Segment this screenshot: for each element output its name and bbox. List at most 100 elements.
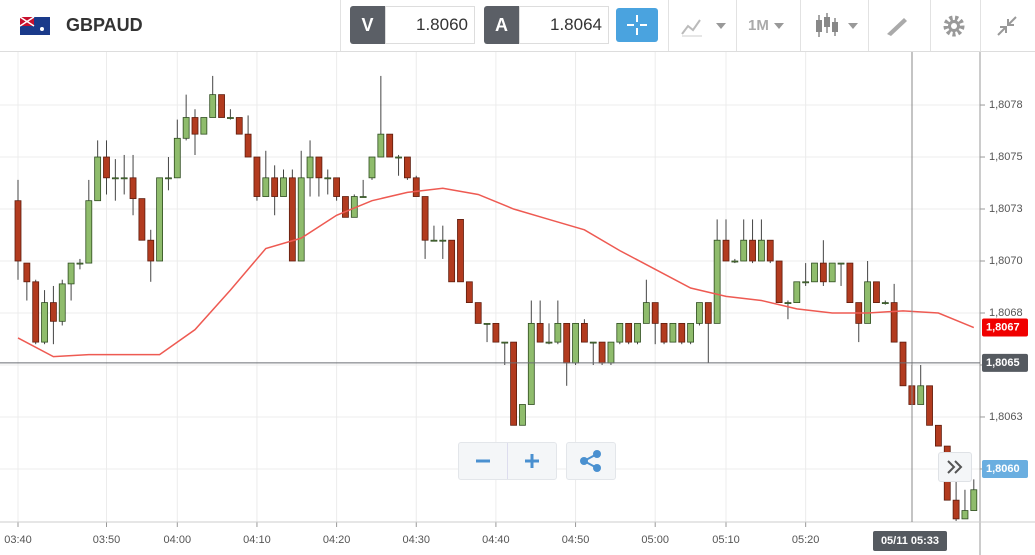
candle-body xyxy=(58,283,66,322)
candle-body xyxy=(23,262,31,283)
price-label: 1,8065 xyxy=(986,357,1020,369)
candle-body xyxy=(864,281,871,324)
candle-body xyxy=(173,137,181,179)
candle-body xyxy=(465,281,473,303)
draw-button[interactable] xyxy=(884,14,910,38)
y-tick-label: 1,8078 xyxy=(989,99,1023,111)
candle-body xyxy=(917,385,925,405)
crosshair-button[interactable] xyxy=(616,8,658,42)
candle-body xyxy=(14,200,22,262)
candle-body xyxy=(811,262,818,283)
candle-body xyxy=(766,239,774,262)
candle-body xyxy=(846,262,854,303)
candle-body xyxy=(85,200,93,264)
candle-body xyxy=(775,260,783,303)
candle-body xyxy=(226,117,234,119)
candle-body xyxy=(315,156,323,179)
candle-body xyxy=(244,133,252,158)
crosshair-badge xyxy=(873,531,947,551)
ask-price[interactable]: 1.8064 xyxy=(519,6,609,44)
candle-body xyxy=(430,239,438,242)
candle-body xyxy=(519,404,526,426)
candle-body xyxy=(837,262,845,265)
candle-body xyxy=(527,322,535,405)
candle-body xyxy=(881,302,889,304)
x-tick-label: 05:10 xyxy=(712,534,740,546)
candle-body xyxy=(297,177,305,262)
x-tick-label: 04:10 xyxy=(243,534,271,546)
candle-body xyxy=(970,489,978,511)
bid-price[interactable]: 1.8060 xyxy=(385,6,475,44)
candle-body xyxy=(687,322,694,343)
candle-body xyxy=(94,156,102,202)
x-tick-label: 04:50 xyxy=(562,534,590,546)
ask-label[interactable]: A xyxy=(484,6,519,44)
share-button[interactable] xyxy=(566,442,616,480)
candle-body xyxy=(793,281,801,303)
candle-body xyxy=(138,198,146,241)
candle-body xyxy=(616,322,624,343)
bid-value: 1.8060 xyxy=(416,15,468,34)
price-badge xyxy=(982,459,1028,478)
settings-button[interactable] xyxy=(941,13,967,39)
candle-body xyxy=(651,302,659,324)
candle-body xyxy=(76,262,84,265)
candle-body xyxy=(474,302,482,324)
candle-type-button[interactable] xyxy=(814,12,860,40)
candle-body xyxy=(589,341,597,344)
candle-body xyxy=(271,177,279,197)
candle-body xyxy=(32,281,40,343)
candle-body xyxy=(704,302,712,324)
candle-body xyxy=(412,177,420,197)
collapse-button[interactable] xyxy=(995,14,1019,38)
candle-body xyxy=(607,341,615,364)
chart-type-button[interactable] xyxy=(680,14,728,38)
candle-body xyxy=(262,177,270,197)
candle-body xyxy=(784,302,792,304)
candle-body xyxy=(536,322,544,343)
candle-body xyxy=(50,302,57,322)
candle-body xyxy=(333,177,341,197)
candle-body xyxy=(209,94,217,118)
candle-body xyxy=(218,94,225,118)
candle-body xyxy=(120,177,128,180)
candle-body xyxy=(147,239,155,262)
candle-body xyxy=(598,341,606,364)
candle-body xyxy=(67,262,75,285)
scroll-right-button[interactable] xyxy=(938,452,972,482)
timeframe-button[interactable]: 1M xyxy=(748,0,787,51)
flag-icon xyxy=(20,17,50,35)
x-tick-label: 05:00 xyxy=(641,534,669,546)
zoom-controls xyxy=(458,442,557,480)
candle-body xyxy=(111,177,119,180)
candle-body xyxy=(642,302,650,324)
candle-body xyxy=(890,302,898,343)
candle-body xyxy=(395,156,402,159)
x-tick-label: 04:20 xyxy=(323,534,351,546)
candle-body xyxy=(306,156,314,179)
price-badge xyxy=(982,353,1028,372)
candle-body xyxy=(41,302,48,343)
candle-body xyxy=(492,322,500,343)
candle-body xyxy=(103,156,110,179)
candle-body xyxy=(696,302,703,324)
candle-body xyxy=(156,177,164,262)
candle-body xyxy=(545,341,553,344)
candle-body xyxy=(758,239,765,262)
price-label: 1,8060 xyxy=(986,463,1020,475)
candle-body xyxy=(377,133,385,158)
candle-body xyxy=(253,156,261,197)
candle-body xyxy=(182,117,190,139)
dropdown-arrow xyxy=(773,22,784,29)
x-tick-label: 05:20 xyxy=(792,534,820,546)
candle-body xyxy=(288,177,296,262)
bid-label[interactable]: V xyxy=(350,6,385,44)
zoom-in-button[interactable] xyxy=(508,443,556,479)
zoom-out-button[interactable] xyxy=(459,443,507,479)
candle-body xyxy=(342,196,349,218)
candle-body xyxy=(581,322,588,343)
candle-body xyxy=(280,177,287,197)
candle-body xyxy=(359,196,367,198)
candle-body xyxy=(191,117,199,135)
